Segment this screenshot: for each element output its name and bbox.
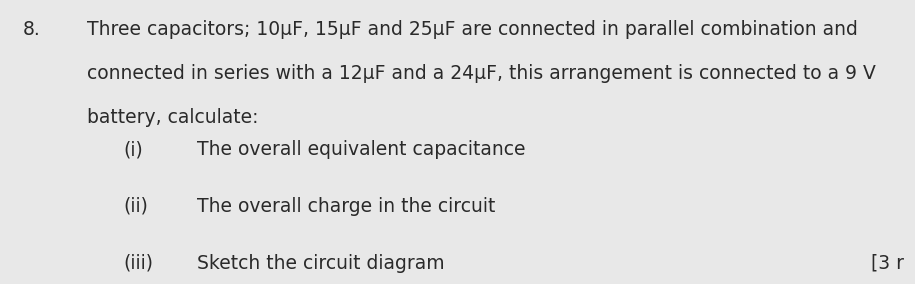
Text: The overall charge in the circuit: The overall charge in the circuit [197,197,495,216]
Text: (i): (i) [124,140,144,159]
Text: battery, calculate:: battery, calculate: [87,108,258,127]
Text: The overall equivalent capacitance: The overall equivalent capacitance [197,140,525,159]
Text: 8.: 8. [23,20,40,39]
Text: [3 r: [3 r [871,254,904,273]
Text: connected in series with a 12μF and a 24μF, this arrangement is connected to a 9: connected in series with a 12μF and a 24… [87,64,876,83]
Text: Three capacitors; 10μF, 15μF and 25μF are connected in parallel combination and: Three capacitors; 10μF, 15μF and 25μF ar… [87,20,857,39]
Text: (ii): (ii) [124,197,148,216]
Text: Sketch the circuit diagram: Sketch the circuit diagram [197,254,445,273]
Text: (iii): (iii) [124,254,154,273]
